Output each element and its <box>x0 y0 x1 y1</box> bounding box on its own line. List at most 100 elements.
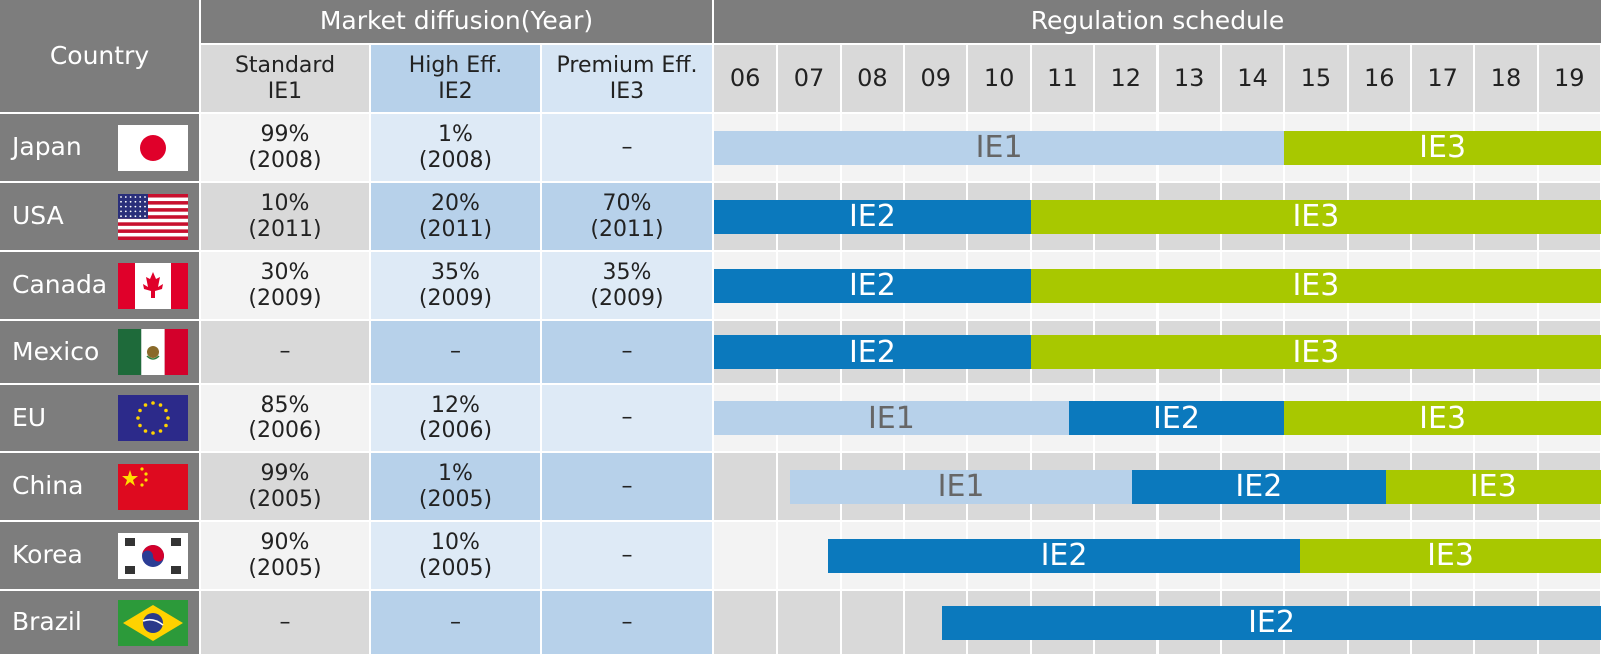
share-value: 1% <box>438 122 473 148</box>
share-year: (2005) <box>418 486 493 512</box>
share-value: – <box>279 339 291 365</box>
share-value: 99% <box>260 122 310 148</box>
year-header-13: 13 <box>1158 45 1220 112</box>
share-value: – <box>450 339 461 365</box>
country-label: Japan <box>12 132 82 162</box>
eu-ie3-value: – <box>542 385 712 451</box>
share-value: 90% <box>260 530 310 556</box>
korea-ie2-value: 10% (2005) <box>371 522 540 589</box>
share-year: (2011) <box>418 216 493 242</box>
high-eff-label: High Eff. <box>408 53 503 79</box>
japan-ie3-value: – <box>542 114 712 181</box>
share-value: – <box>621 473 633 499</box>
share-value: 70% <box>602 191 652 217</box>
share-year: (2006) <box>418 418 493 443</box>
country-label: EU <box>12 402 47 432</box>
year-header-08: 08 <box>841 45 904 112</box>
usa-ie3-bar: IE3 <box>1030 199 1601 234</box>
eu-ie2-bar: IE2 <box>1068 401 1285 436</box>
standard-ie1-header: Standard IE1 <box>201 45 369 112</box>
eu-ie1-bar: IE1 <box>714 401 1069 436</box>
share-value: – <box>621 339 633 365</box>
timeline-cell <box>714 522 777 589</box>
brazil-ie2-bar: IE2 <box>942 605 1601 640</box>
korea-ie1-value: 90% (2005) <box>201 522 369 589</box>
high-eff-code: IE2 <box>438 78 473 104</box>
canada-ie2-value: 35% (2009) <box>371 252 540 319</box>
eu-flag <box>118 395 188 441</box>
timeline-cell <box>714 453 777 520</box>
china-ie1-value: 99% (2005) <box>201 453 369 520</box>
year-header-19: 19 <box>1538 45 1600 112</box>
usa-flag-icon <box>118 193 188 240</box>
share-year: (2006) <box>248 418 322 443</box>
usa-ie2-value: 20% (2011) <box>371 183 540 250</box>
japan-ie2-value: 1% (2008) <box>371 114 540 181</box>
premium-eff-ie3-header: Premium Eff. IE3 <box>542 45 712 112</box>
market-diffusion-header: Market diffusion(Year) <box>201 0 712 43</box>
share-year: (2008) <box>248 147 322 173</box>
korea-ie3-value: – <box>542 522 712 589</box>
usa-ie2-bar: IE2 <box>714 199 1031 234</box>
japan-flag-icon <box>118 124 188 171</box>
korea-ie2-bar: IE2 <box>828 538 1301 573</box>
china-flag-icon <box>118 463 188 510</box>
timeline-cell <box>778 591 840 654</box>
year-header-15: 15 <box>1285 45 1347 112</box>
eu-ie2-value: 12% (2006) <box>371 385 540 451</box>
brazil-flag <box>118 599 188 646</box>
korea-ie3-bar: IE3 <box>1300 538 1601 573</box>
mexico-ie2-bar: IE2 <box>714 335 1031 370</box>
share-value: 10% <box>260 191 310 217</box>
premium-eff-code: IE3 <box>609 78 645 104</box>
year-header-07: 07 <box>778 45 840 112</box>
country-label: Brazil <box>12 607 82 637</box>
mexico-ie2-value: – <box>371 321 540 383</box>
share-value: 35% <box>602 260 652 286</box>
canada-flag <box>118 262 188 309</box>
share-year: (2011) <box>248 216 322 242</box>
share-value: – <box>621 405 633 431</box>
country-header: Country <box>0 0 199 112</box>
timeline-cell <box>714 591 777 654</box>
share-value: 1% <box>438 461 473 487</box>
canada-ie1-value: 30% (2009) <box>201 252 369 319</box>
country-label: Mexico <box>12 336 100 366</box>
canada-flag-icon <box>118 262 188 309</box>
mexico-flag <box>118 329 188 375</box>
year-header-12: 12 <box>1095 45 1157 112</box>
country-label: Canada <box>12 270 108 300</box>
china-flag <box>118 463 188 510</box>
usa-flag <box>118 193 188 240</box>
share-year: (2005) <box>248 555 322 581</box>
year-header-09: 09 <box>905 45 967 112</box>
share-year: (2005) <box>418 555 493 581</box>
country-label: USA <box>12 201 64 231</box>
timeline-cell <box>841 591 904 654</box>
mexico-ie1-value: – <box>201 321 369 383</box>
year-header-17: 17 <box>1411 45 1474 112</box>
share-value: 20% <box>431 191 480 217</box>
share-value: 85% <box>260 392 310 418</box>
share-value: 12% <box>431 392 480 418</box>
japan-ie1-value: 99% (2008) <box>201 114 369 181</box>
country-label: China <box>12 471 84 501</box>
usa-ie3-value: 70% (2011) <box>542 183 712 250</box>
share-value: 99% <box>260 461 310 487</box>
share-year: (2009) <box>418 285 493 311</box>
share-year: (2005) <box>248 486 322 512</box>
share-value: 35% <box>431 260 480 286</box>
regulation-schedule-header: Regulation schedule <box>714 0 1601 43</box>
premium-eff-label: Premium Eff. <box>556 53 698 79</box>
year-header-06: 06 <box>714 45 777 112</box>
korea-flag-icon <box>118 532 188 579</box>
share-year: (2008) <box>418 147 493 173</box>
standard-code: IE1 <box>267 78 303 104</box>
country-label: Korea <box>12 540 83 570</box>
japan-ie1-bar: IE1 <box>714 130 1285 165</box>
share-value: 10% <box>431 530 480 556</box>
mexico-ie3-bar: IE3 <box>1030 335 1601 370</box>
share-year: (2009) <box>590 285 664 311</box>
japan-ie3-bar: IE3 <box>1284 130 1601 165</box>
year-header-10: 10 <box>968 45 1030 112</box>
